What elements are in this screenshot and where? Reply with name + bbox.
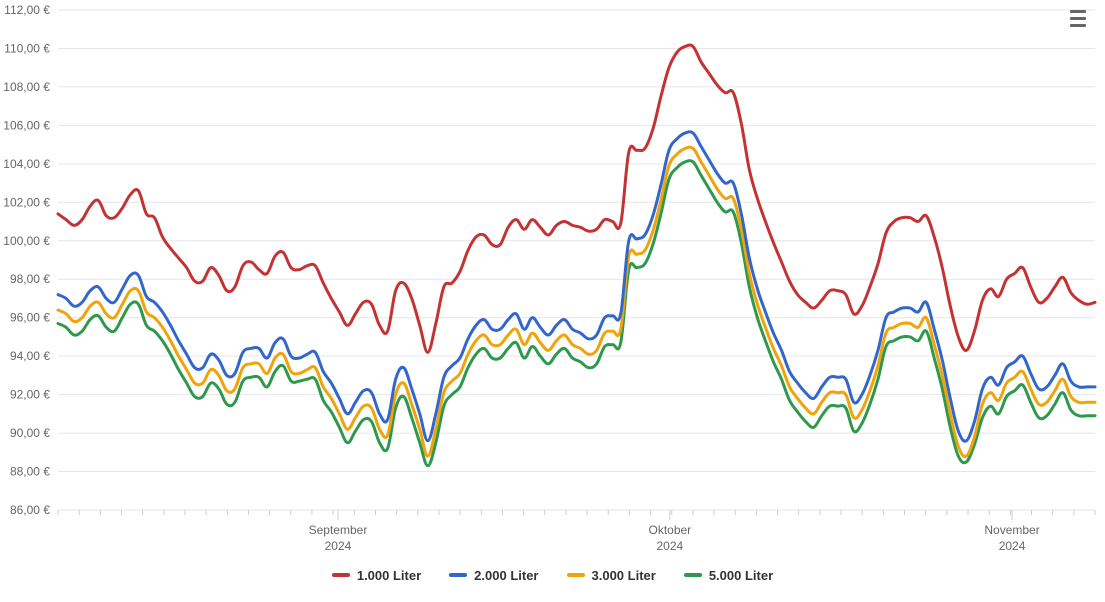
y-axis-label: 96,00 € [10,311,50,325]
y-axis-label: 90,00 € [10,426,50,440]
legend-item[interactable]: 2.000 Liter [449,568,538,583]
series-line[interactable] [58,45,1095,352]
x-axis-label: Oktober [648,523,691,537]
y-axis-label: 100,00 € [3,234,50,248]
hamburger-icon [1070,17,1086,20]
y-axis-label: 92,00 € [10,388,50,402]
legend-swatch [332,573,350,577]
series-line[interactable] [58,147,1095,456]
x-axis-label: September [309,523,368,537]
legend-swatch [567,573,585,577]
y-axis-label: 108,00 € [3,80,50,94]
y-axis-label: 98,00 € [10,272,50,286]
legend-label: 2.000 Liter [474,568,538,583]
legend: 1.000 Liter 2.000 Liter 3.000 Liter 5.000 L… [0,565,1105,583]
legend-swatch [449,573,467,577]
series-line[interactable] [58,161,1095,466]
chart-canvas: 86,00 € 88,00 € 90,00 € 92,00 € 94,00 € 96,00… [0,0,1105,602]
legend-swatch [684,573,702,577]
y-axis-label: 102,00 € [3,195,50,209]
y-axis-label: 94,00 € [10,349,50,363]
legend-item[interactable]: 5.000 Liter [684,568,773,583]
legend-item[interactable]: 1.000 Liter [332,568,421,583]
x-axis-label: November [984,523,1039,537]
x-axis-sublabel: 2024 [656,539,683,553]
hamburger-icon [1070,10,1086,13]
x-axis-sublabel: 2024 [325,539,352,553]
legend-label: 5.000 Liter [709,568,773,583]
y-axis-label: 104,00 € [3,157,50,171]
price-chart: 86,00 € 88,00 € 90,00 € 92,00 € 94,00 € 96,00… [0,0,1105,602]
legend-label: 3.000 Liter [592,568,656,583]
y-axis-label: 106,00 € [3,118,50,132]
y-axis-label: 110,00 € [4,41,50,55]
hamburger-icon [1070,24,1086,27]
y-axis-label: 86,00 € [10,503,50,517]
y-axis-label: 88,00 € [10,465,50,479]
chart-menu-button[interactable] [1065,6,1091,30]
legend-item[interactable]: 3.000 Liter [567,568,656,583]
legend-label: 1.000 Liter [357,568,421,583]
x-axis-sublabel: 2024 [999,539,1026,553]
y-axis-label: 112,00 € [4,3,50,17]
